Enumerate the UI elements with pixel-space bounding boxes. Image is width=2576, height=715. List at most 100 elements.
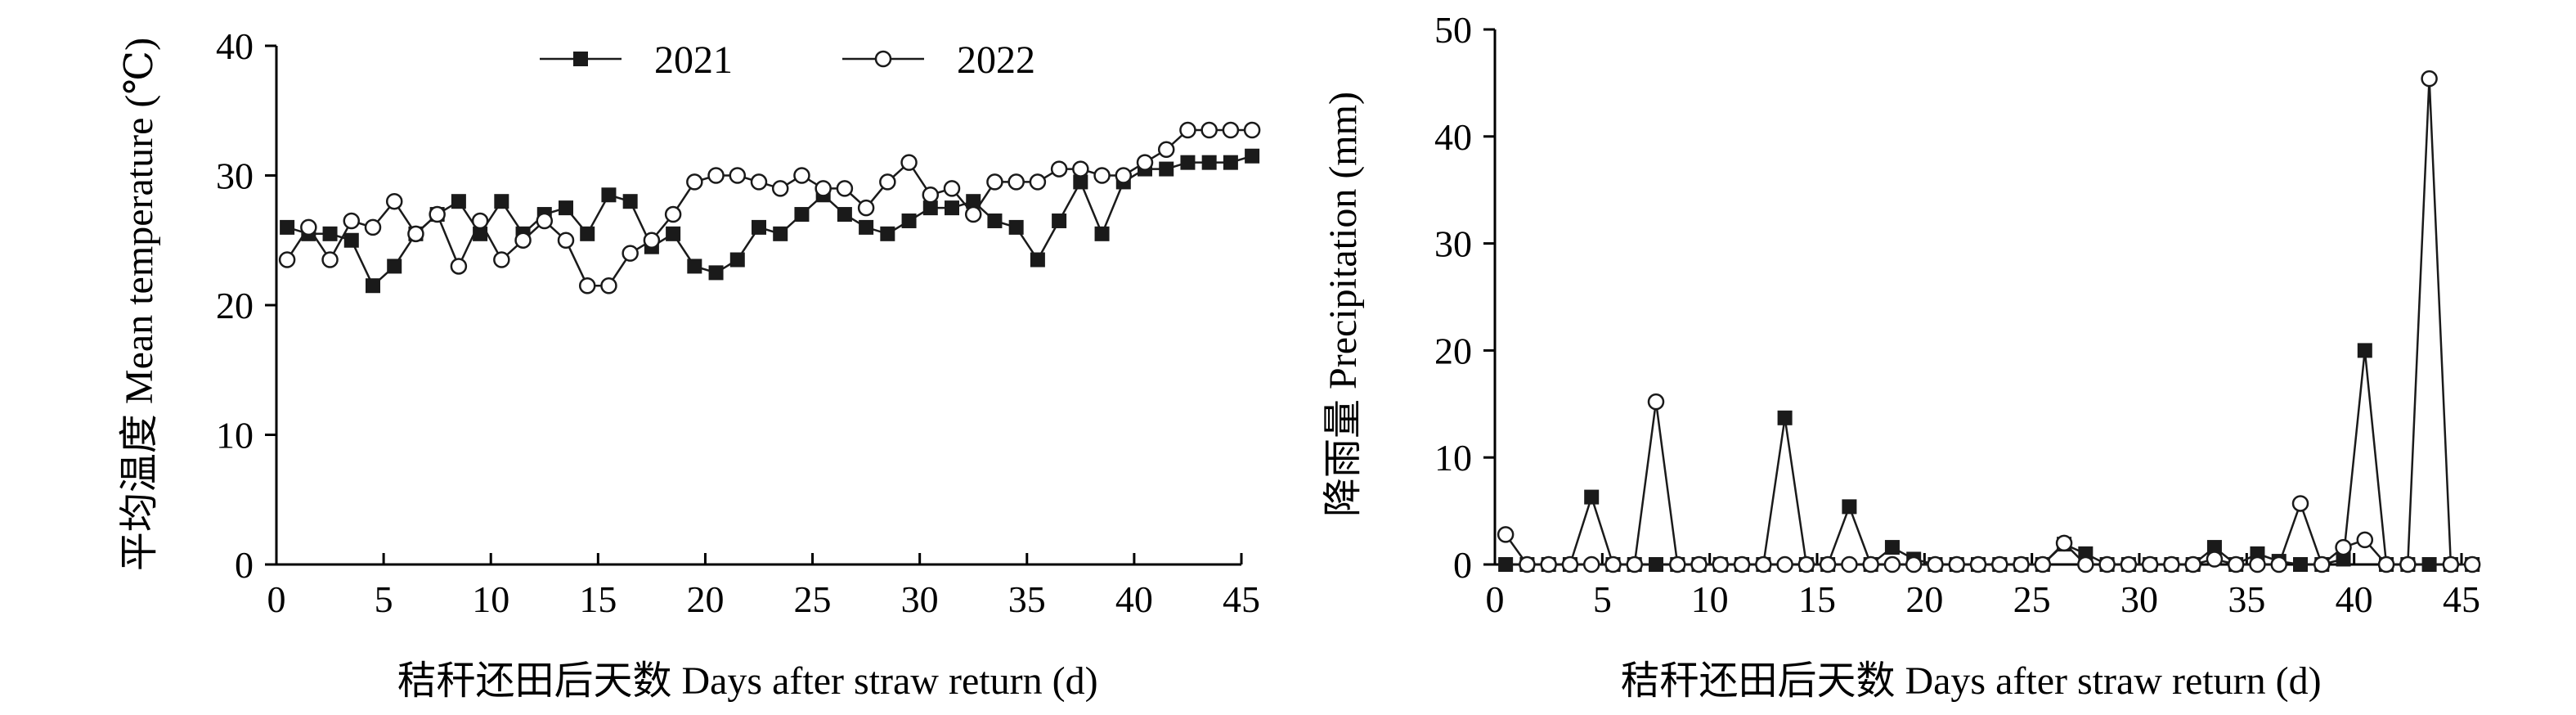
temperature-chart-point-2022 (729, 167, 747, 184)
precipitation-chart-point-2021 (1777, 410, 1793, 425)
temperature-chart-point-2022 (278, 251, 296, 268)
precipitation-chart-point-2022 (1561, 555, 1579, 573)
precipitation-chart-point-2022 (1841, 555, 1858, 573)
temperature-chart-point-2021 (773, 226, 788, 241)
temperature-chart-point-2022 (1179, 121, 1196, 139)
temperature-chart-point-2022 (815, 180, 832, 197)
temperature-chart-point-2021 (1008, 219, 1024, 235)
precipitation-chart-point-2021 (1842, 499, 1857, 515)
precipitation-chart-point-2022 (1626, 555, 1643, 573)
temperature-chart-point-2021 (880, 226, 895, 241)
temperature-chart-point-2022 (471, 212, 489, 230)
precipitation-chart-point-2021 (1884, 540, 1900, 555)
precipitation-chart-point-2022 (1647, 393, 1665, 411)
temperature-chart-point-2022 (578, 277, 596, 295)
temperature-chart-point-2021 (1180, 155, 1196, 170)
temperature-chart-point-2021 (322, 226, 338, 241)
temperature-chart: 秸秆还田后天数 Days after straw return (d) 平均温度… (118, 25, 1261, 703)
precipitation-chart-point-2022 (1582, 555, 1600, 573)
precipitation-chart-x-tick-label: 45 (2443, 578, 2480, 620)
temperature-chart-point-2022 (857, 199, 875, 217)
temperature-chart-point-2021 (559, 200, 573, 216)
temperature-chart-point-2022 (836, 180, 854, 197)
precipitation-chart-point-2022 (2249, 555, 2266, 573)
precipitation-chart-y-tick-label: 20 (1434, 330, 1472, 371)
temperature-chart-point-2021 (666, 226, 681, 241)
precipitation-chart-point-2022 (2098, 555, 2116, 573)
precipitation-chart-x-tick-label: 25 (2013, 578, 2051, 620)
temperature-chart-point-2022 (900, 154, 918, 171)
temperature-chart-point-2021 (794, 207, 810, 223)
temperature-chart-x-axis-title: 秸秆还田后天数 Days after straw return (d) (397, 659, 1097, 703)
precipitation-chart-point-2022 (1948, 555, 1965, 573)
temperature-chart-y-tick-label: 10 (216, 415, 254, 456)
temperature-chart-point-2022 (922, 187, 940, 204)
temperature-chart-point-2022 (1008, 173, 1025, 191)
precipitation-chart-x-tick-label: 35 (2228, 578, 2265, 620)
precipitation-chart-point-2022 (2463, 555, 2481, 573)
legend-label-2022: 2022 (957, 38, 1035, 82)
precipitation-chart-point-2022 (2141, 555, 2159, 573)
temperature-chart-point-2021 (1094, 226, 1110, 241)
precipitation-chart-point-2022 (1862, 555, 1879, 573)
precipitation-chart-point-2021 (1498, 557, 1514, 572)
temperature-chart-point-2022 (879, 173, 896, 191)
precipitation-chart-point-2021 (2421, 557, 2437, 572)
temperature-chart-x-tick-label: 5 (375, 578, 393, 620)
temperature-chart-point-2021 (366, 278, 380, 294)
precipitation-chart-x-tick-label: 10 (1691, 578, 1729, 620)
precipitation-chart-y-tick-label: 10 (1434, 437, 1472, 479)
precipitation-chart-y-tick-label: 30 (1434, 223, 1472, 265)
temperature-chart-point-2021 (280, 219, 295, 235)
precipitation-chart-point-2022 (1797, 555, 1815, 573)
temperature-chart-y-tick-label: 20 (216, 285, 254, 326)
precipitation-chart-x-tick-label: 20 (1905, 578, 1943, 620)
temperature-chart-point-2022 (1115, 167, 1133, 184)
temperature-chart-point-2022 (1050, 160, 1068, 178)
precipitation-chart-point-2022 (2077, 555, 2094, 573)
precipitation-chart-y-tick-label: 40 (1434, 116, 1472, 158)
temperature-chart-point-2022 (557, 232, 575, 249)
precipitation-chart-point-2022 (1712, 555, 1730, 573)
precipitation-chart-x-tick-label: 5 (1593, 578, 1612, 620)
temperature-chart-point-2022 (750, 173, 768, 191)
temperature-chart-point-2022 (1072, 160, 1089, 178)
precipitation-chart-point-2022 (2313, 555, 2331, 573)
temperature-chart-point-2022 (793, 167, 810, 184)
temperature-chart-point-2021 (729, 252, 745, 268)
temperature-chart-point-2021 (837, 207, 852, 223)
temperature-chart-y-tick-label: 0 (235, 544, 254, 586)
temperature-chart-point-2022 (493, 251, 510, 268)
temperature-chart-point-2021 (1245, 148, 1260, 164)
precipitation-chart-point-2022 (2227, 555, 2245, 573)
precipitation-chart-point-2022 (2034, 555, 2052, 573)
temperature-chart-point-2022 (943, 180, 961, 197)
precipitation-chart-point-2022 (1819, 555, 1837, 573)
temperature-chart-y-axis-title: 平均温度 Mean temperature (℃) (118, 38, 161, 571)
temperature-chart-point-2022 (1093, 167, 1111, 184)
precipitation-chart-point-2022 (2163, 555, 2180, 573)
precipitation-chart-x-tick-label: 0 (1486, 578, 1505, 620)
temperature-chart-y-tick-label: 30 (216, 155, 254, 197)
precipitation-chart-point-2022 (2421, 70, 2438, 88)
precipitation-chart-point-2021 (2206, 540, 2222, 555)
temperature-chart-point-2021 (1159, 161, 1174, 177)
precipitation-chart-point-2022 (2270, 555, 2287, 573)
temperature-chart-point-2022 (600, 277, 617, 295)
temperature-chart-x-tick-label: 30 (901, 578, 939, 620)
precipitation-chart-point-2021 (2293, 557, 2308, 572)
temperature-chart-point-2021 (901, 213, 917, 228)
precipitation-chart-point-2022 (1776, 555, 1793, 573)
temperature-chart-point-2022 (964, 205, 982, 223)
temperature-chart-point-2022 (664, 205, 682, 223)
temperature-chart-point-2022 (1157, 141, 1175, 159)
precipitation-chart-point-2022 (1991, 555, 2008, 573)
temperature-chart-point-2022 (514, 232, 532, 249)
precipitation-chart-point-2021 (1649, 557, 1663, 572)
temperature-chart-point-2022 (986, 173, 1003, 191)
temperature-chart-x-tick-label: 15 (579, 578, 617, 620)
temperature-chart-point-2021 (473, 226, 488, 241)
precipitation-chart-point-2022 (2335, 538, 2352, 556)
temperature-chart-point-2022 (1029, 173, 1047, 191)
